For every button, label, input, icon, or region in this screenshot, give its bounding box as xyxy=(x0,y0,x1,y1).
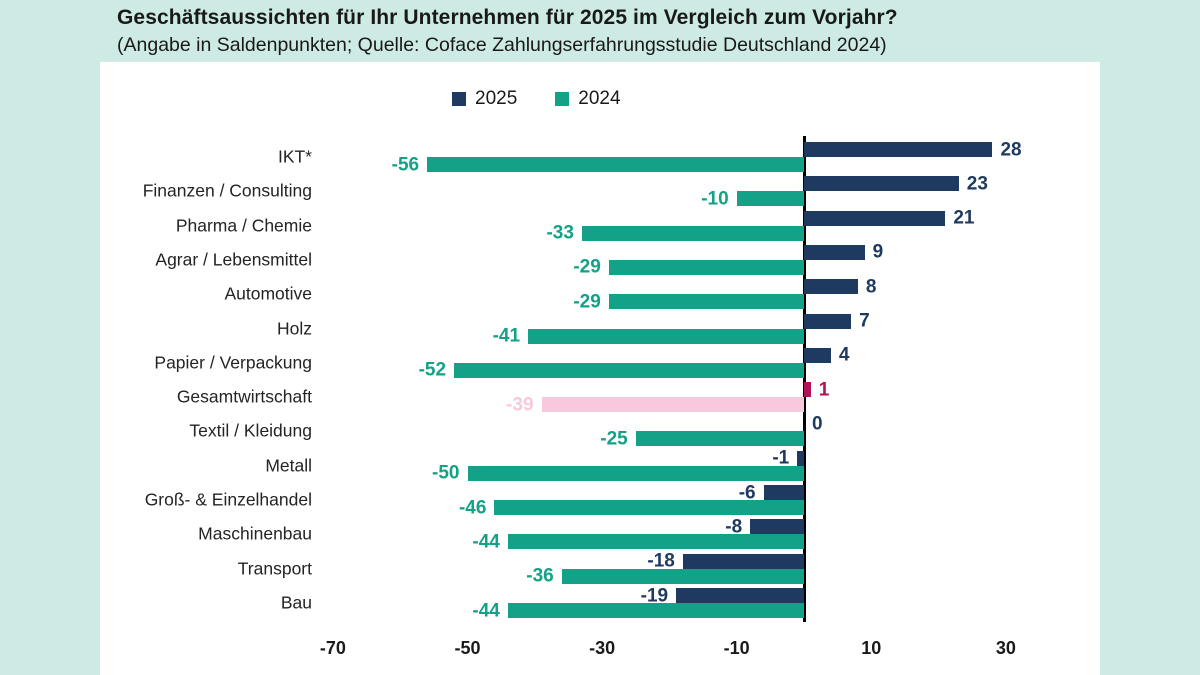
x-axis-tick-label: -70 xyxy=(319,638,346,658)
chart-legend: 2025 2024 xyxy=(452,88,621,110)
bar-value-label: -52 xyxy=(418,359,447,381)
chart-header: Geschäftsaussichten für Ihr Unternehmen … xyxy=(117,4,1117,58)
bar-value-label: -10 xyxy=(701,188,729,210)
bar-value-label: -44 xyxy=(472,531,500,553)
bar-value-label: -25 xyxy=(600,428,628,450)
bar-2024 xyxy=(561,568,804,584)
bar-value-label: -6 xyxy=(738,482,756,504)
bar-value-label: 7 xyxy=(859,310,870,332)
chart-subtitle: (Angabe in Saldenpunkten; Quelle: Coface… xyxy=(117,34,887,56)
x-axis-tick-label: 30 xyxy=(995,638,1016,658)
bar-2024 xyxy=(494,500,804,516)
bar-2024 xyxy=(608,294,804,310)
category-label: Papier / Verpackung xyxy=(154,352,312,373)
bar-2025 xyxy=(804,210,946,226)
bar-value-label: -46 xyxy=(458,497,487,519)
bar-2025 xyxy=(676,588,804,604)
legend-label-2024: 2024 xyxy=(578,88,621,109)
bar-value-label: 8 xyxy=(865,276,877,298)
bar-value-label: -39 xyxy=(506,394,534,416)
bar-2025 xyxy=(804,279,858,295)
bar-value-label: 4 xyxy=(838,344,850,366)
bar-2025 xyxy=(804,244,865,260)
bar-2025 xyxy=(797,450,804,466)
bar-2024 xyxy=(541,397,804,413)
bar-2025 xyxy=(750,519,804,535)
zero-axis-line xyxy=(803,136,806,622)
bar-value-label: -1 xyxy=(772,447,790,469)
legend-item-2025: 2025 xyxy=(452,88,517,110)
x-axis-tick-label: -50 xyxy=(454,638,481,658)
bar-2025 xyxy=(804,176,959,192)
legend-swatch-2025-icon xyxy=(452,92,466,106)
legend-label-2025: 2025 xyxy=(475,88,518,109)
category-label: Metall xyxy=(265,455,312,476)
bar-value-label: -18 xyxy=(647,550,675,572)
category-label: Groß- & Einzelhandel xyxy=(144,489,312,510)
x-axis-tick-label: -10 xyxy=(723,638,750,658)
category-label: Finanzen / Consulting xyxy=(142,180,312,201)
bar-2024 xyxy=(507,534,804,550)
bar-value-label: -33 xyxy=(546,222,574,244)
bar-value-label: 9 xyxy=(872,241,884,263)
bar-2024 xyxy=(507,603,804,619)
bar-2024 xyxy=(635,431,804,447)
bar-value-label: -44 xyxy=(472,600,500,622)
bar-value-label: 1 xyxy=(818,379,830,401)
bar-value-label: 28 xyxy=(1000,139,1022,160)
bar-2024 xyxy=(736,191,804,207)
category-label: Pharma / Chemie xyxy=(175,215,312,236)
x-axis-tick-label: -30 xyxy=(589,638,616,658)
chart-title: Geschäftsaussichten für Ihr Unternehmen … xyxy=(117,6,898,29)
bar-2025 xyxy=(804,382,811,398)
category-label: Transport xyxy=(237,558,312,579)
bar-value-label: -50 xyxy=(432,462,460,484)
chart-panel: 2025 2024 IKT* 28 -56 Finanzen / Consulting… xyxy=(100,62,1100,675)
bar-chart-plot: IKT* 28 -56 Finanzen / Consulting 23 -10 Pharm… xyxy=(100,62,1100,675)
category-label: Holz xyxy=(276,318,312,339)
category-label: Agrar / Lebensmittel xyxy=(155,249,312,270)
bar-value-label: 21 xyxy=(953,207,975,229)
bar-2024 xyxy=(581,225,804,241)
legend-item-2024: 2024 xyxy=(555,88,621,110)
category-label: IKT* xyxy=(277,146,312,167)
bar-2025 xyxy=(804,347,831,363)
bar-value-label: -8 xyxy=(725,516,743,538)
bar-2025 xyxy=(804,142,993,157)
bar-2024 xyxy=(467,465,804,481)
bar-value-label: -56 xyxy=(391,154,420,175)
bar-2024 xyxy=(608,259,804,275)
bar-value-label: -29 xyxy=(573,291,601,313)
legend-swatch-2024-icon xyxy=(555,92,570,106)
bar-2024 xyxy=(427,157,804,172)
bar-value-label: -19 xyxy=(640,585,669,607)
category-label: Maschinenbau xyxy=(198,523,312,544)
bar-2025 xyxy=(804,313,852,329)
bar-value-label: -41 xyxy=(492,325,521,347)
bar-value-label: -36 xyxy=(526,565,554,587)
category-label: Automotive xyxy=(224,283,312,304)
category-label: Bau xyxy=(280,592,312,613)
bar-2025 xyxy=(763,485,804,501)
bar-value-label: -29 xyxy=(573,256,601,278)
bar-value-label: 0 xyxy=(812,413,823,435)
category-label: Gesamtwirtschaft xyxy=(176,386,312,407)
bar-value-label: 23 xyxy=(966,173,988,195)
bar-2025 xyxy=(682,553,804,569)
bar-2024 xyxy=(528,328,804,344)
category-label: Textil / Kleidung xyxy=(189,420,312,441)
bar-2024 xyxy=(454,362,804,378)
x-axis-tick-label: 10 xyxy=(861,638,882,658)
